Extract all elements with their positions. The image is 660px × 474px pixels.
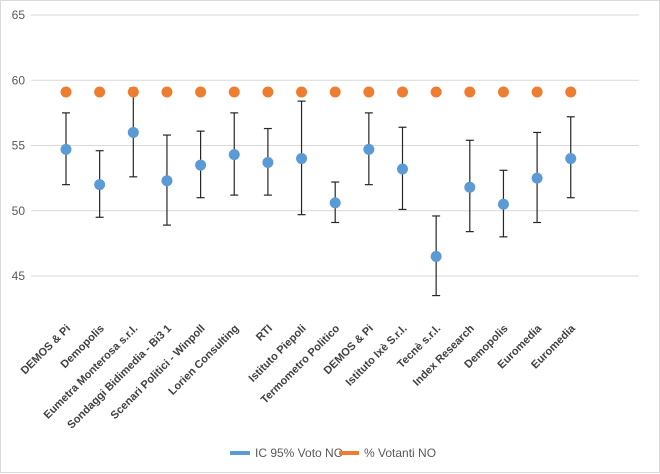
ci-point-11 — [430, 250, 442, 262]
gridlines — [31, 14, 639, 277]
ci-point-8 — [329, 197, 341, 209]
ci-point-15 — [565, 153, 577, 165]
ci-point-6 — [262, 156, 274, 168]
votanti-point-14 — [531, 86, 543, 98]
error-bars — [62, 87, 575, 297]
ci-point-4 — [195, 159, 207, 171]
ci-point-13 — [497, 198, 509, 210]
series-ic-95-points — [60, 126, 577, 262]
y-axis-tick-labels: 45 50 55 60 65 — [12, 8, 26, 283]
votanti-point-15 — [565, 86, 577, 98]
votanti-point-5 — [228, 86, 240, 98]
legend-label-votanti: % Votanti NO — [364, 446, 436, 460]
ci-point-3 — [161, 175, 173, 187]
y-tick-label-50: 50 — [12, 204, 26, 218]
y-tick-label-65: 65 — [12, 8, 26, 22]
votanti-point-0 — [60, 86, 72, 98]
ci-point-9 — [363, 143, 375, 155]
ci-point-12 — [464, 181, 476, 193]
votanti-point-6 — [262, 86, 274, 98]
ci-point-5 — [228, 149, 240, 161]
votanti-point-1 — [94, 86, 106, 98]
votanti-point-9 — [363, 86, 375, 98]
votanti-point-10 — [397, 86, 408, 98]
ci-point-14 — [531, 172, 543, 184]
y-tick-label-45: 45 — [12, 269, 26, 283]
x-category-label-10: Istituto Ixè S.r.l. — [344, 323, 410, 389]
ci-point-0 — [60, 143, 72, 155]
legend-item-votanti: % Votanti NO — [339, 446, 436, 460]
votanti-point-3 — [161, 86, 173, 98]
votanti-point-12 — [464, 86, 476, 98]
ci-point-10 — [397, 163, 408, 175]
votanti-point-13 — [497, 86, 509, 98]
legend: IC 95% Voto NO % Votanti NO — [230, 446, 436, 460]
legend-item-ic95: IC 95% Voto NO — [230, 446, 343, 460]
legend-label-ic95: IC 95% Voto NO — [255, 446, 343, 460]
ci-point-2 — [127, 126, 139, 138]
x-category-label-6: RTI — [254, 323, 275, 344]
votanti-point-2 — [127, 86, 139, 98]
votanti-point-4 — [195, 86, 207, 98]
ci-point-7 — [296, 153, 308, 165]
y-tick-label-60: 60 — [12, 73, 26, 87]
x-category-label-12: Index Research — [411, 322, 477, 388]
votanti-point-11 — [430, 86, 442, 98]
series-votanti-points — [60, 86, 577, 98]
ci-point-1 — [94, 179, 106, 191]
votanti-point-7 — [296, 86, 308, 98]
y-tick-label-55: 55 — [12, 139, 26, 153]
votanti-point-8 — [329, 86, 341, 98]
